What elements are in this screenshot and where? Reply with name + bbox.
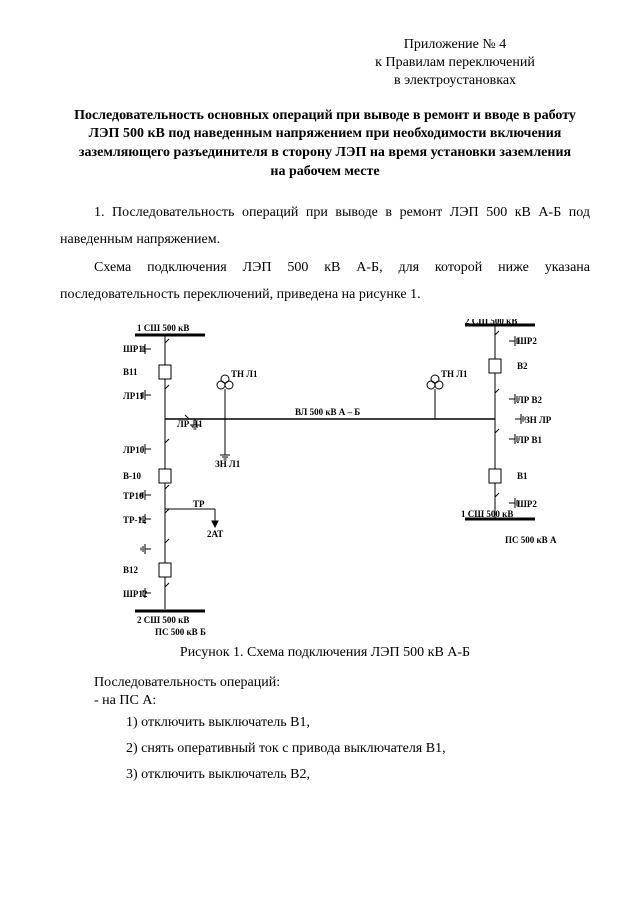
lbl-lrl1: ЛР Л1	[177, 419, 203, 429]
lbl-lr10: ЛР10	[123, 445, 145, 455]
lbl-tnl1: ТН Л1	[231, 369, 258, 379]
appendix-l1: Приложение № 4	[320, 36, 590, 54]
list-item: 3) отключить выключатель В2,	[126, 767, 590, 783]
title-l4: на рабочем месте	[60, 163, 590, 182]
lbl-lrv1: ЛР В1	[517, 435, 542, 445]
lbl-shr2b: ШР2	[517, 499, 537, 509]
appendix-l3: в электроустановках	[320, 72, 590, 90]
lbl-bus-bot-left: 2 СШ 500 кВ	[137, 615, 189, 625]
lbl-tp: ТР	[193, 499, 205, 509]
lbl-at: 2АТ	[207, 529, 223, 539]
lbl-tr10: ТР10	[123, 491, 144, 501]
figure-caption: Рисунок 1. Схема подключения ЛЭП 500 кВ …	[60, 645, 590, 661]
lbl-bus-top-left: 1 СШ 500 кВ	[137, 323, 189, 333]
lbl-v1: В1	[517, 471, 528, 481]
ops-intro: Последовательность операций:	[60, 675, 590, 691]
lbl-shr11: ШР11	[123, 344, 147, 354]
lbl-lrv2: ЛР В2	[517, 395, 542, 405]
lbl-station-right: ПС 500 кВ А	[505, 535, 557, 545]
para-1: 1. Последовательность операций при вывод…	[60, 200, 590, 253]
list-item: 2) снять оперативный ток с привода выклю…	[126, 741, 590, 757]
list-item: 1) отключить выключатель В1,	[126, 715, 590, 731]
lbl-bus-mid-right: 1 СШ 500 кВ	[461, 509, 513, 519]
lbl-v2: В2	[517, 361, 528, 371]
lbl-lr11: ЛР11	[123, 391, 144, 401]
title-l3: заземляющего разъединителя в сторону ЛЭП…	[60, 144, 590, 163]
connection-diagram: 1 СШ 500 кВ 2 СШ 500 кВ 2 СШ 500 кВ 1 СШ…	[65, 319, 585, 639]
lbl-bus-top-right: 2 СШ 500 кВ	[465, 319, 517, 326]
title-l1: Последовательность основных операций при…	[60, 107, 590, 126]
lbl-znl1: ЗН Л1	[215, 459, 241, 469]
para-2: Схема подключения ЛЭП 500 кВ А-Б, для ко…	[60, 255, 590, 308]
ops-list: 1) отключить выключатель В1, 2) снять оп…	[126, 715, 590, 783]
lbl-v11: В11	[123, 367, 138, 377]
lbl-shr12: ШР12	[123, 589, 148, 599]
appendix-l2: к Правилам переключений	[320, 54, 590, 72]
lbl-shr2t: ШР2	[517, 336, 537, 346]
lbl-v10: В-10	[123, 471, 142, 481]
lbl-line: ВЛ 500 кВ А – Б	[295, 407, 360, 417]
ops-sub: - на ПС А:	[60, 693, 590, 709]
lbl-tnl2: ТН Л1	[441, 369, 468, 379]
appendix-block: Приложение № 4 к Правилам переключений в…	[320, 36, 590, 91]
lbl-v12: В12	[123, 565, 139, 575]
lbl-tr12: ТР-12	[123, 515, 147, 525]
lbl-znlr: ЗН ЛР	[525, 415, 552, 425]
lbl-station-left: ПС 500 кВ Б	[155, 627, 206, 637]
doc-title: Последовательность основных операций при…	[60, 107, 590, 183]
title-l2: ЛЭП 500 кВ под наведенным напряжением пр…	[60, 125, 590, 144]
